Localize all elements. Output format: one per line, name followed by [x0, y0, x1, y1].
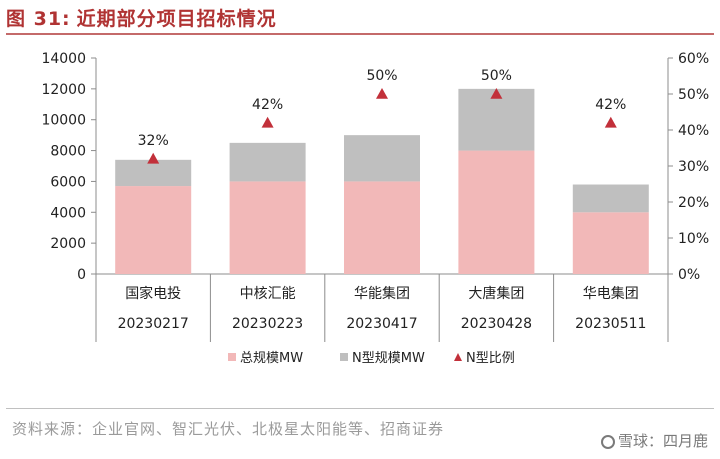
- y-left-tick-label: 12000: [41, 82, 86, 98]
- y-left-tick-label: 8000: [50, 144, 86, 160]
- y-right-tick-label: 50%: [678, 87, 709, 103]
- ratio-marker: [376, 88, 388, 99]
- bar-total-scale: [229, 181, 306, 274]
- category-label: 国家电投: [125, 285, 181, 302]
- watermark-text: 雪球：四月鹿: [617, 432, 708, 450]
- ratio-label: 50%: [481, 68, 512, 84]
- y-right-tick-label: 30%: [678, 159, 709, 175]
- bar-total-scale: [344, 181, 420, 274]
- category-label: 中核汇能: [240, 286, 296, 302]
- bar-ntype-scale: [115, 159, 192, 187]
- legend-label-ratio: N型比例: [466, 351, 515, 366]
- category-date-label: 20230217: [118, 316, 189, 332]
- y-right-tick-label: 40%: [678, 123, 709, 139]
- ratio-marker: [147, 152, 160, 164]
- category-date-label: 20230428: [461, 316, 532, 332]
- ratio-marker: [604, 116, 617, 128]
- ratio-label: 42%: [252, 97, 283, 113]
- ratio-label: 50%: [366, 68, 397, 84]
- category-label: 华电集团: [583, 285, 639, 302]
- source-note: 资料来源：企业官网、智汇光伏、北极星太阳能等、招商证券: [12, 420, 445, 438]
- category-date-label: 20230417: [346, 316, 417, 332]
- bar-total-scale: [115, 186, 192, 274]
- figure-title: 图 31: 近期部分项目招标情况: [6, 4, 277, 31]
- y-right-tick-label: 20%: [678, 195, 709, 211]
- figure-title-text: 近期部分项目招标情况: [76, 8, 277, 30]
- title-divider: [6, 33, 714, 35]
- bar-ntype-scale: [458, 88, 535, 151]
- y-left-tick-label: 0: [77, 267, 86, 283]
- category-date-label: 20230223: [232, 316, 303, 332]
- y-left-tick-label: 4000: [50, 205, 86, 221]
- legend-swatch-ntype: [340, 353, 348, 361]
- source-divider: [6, 408, 714, 409]
- bar-ntype-scale: [344, 135, 420, 182]
- watermark: 雪球：四月鹿: [600, 430, 708, 451]
- bar-ntype-scale: [229, 142, 306, 182]
- ratio-marker: [261, 116, 274, 128]
- legend-label-total: 总规模MW: [240, 351, 303, 366]
- snowball-logo-icon: [600, 435, 615, 449]
- y-right-tick-label: 10%: [678, 231, 709, 247]
- y-left-tick-label: 6000: [50, 174, 86, 190]
- y-right-tick-label: 60%: [678, 51, 709, 67]
- legend-marker-ratio: [454, 353, 462, 361]
- category-label: 大唐集团: [468, 285, 524, 302]
- bar-ntype-scale: [572, 184, 649, 213]
- y-left-tick-label: 10000: [41, 113, 86, 129]
- y-right-tick-label: 0%: [678, 267, 700, 283]
- y-left-tick-label: 14000: [41, 51, 86, 67]
- ratio-marker: [490, 88, 503, 99]
- category-label: 华能集团: [354, 285, 410, 302]
- ratio-label: 42%: [595, 97, 626, 113]
- chart: 0 2000 4000 6000 8000 10000 12000 14000 0% 10% 20%…: [41, 51, 709, 366]
- ratio-label: 32%: [138, 133, 169, 149]
- legend-label-ntype: N型规模MW: [352, 351, 425, 366]
- legend-swatch-total: [228, 353, 236, 361]
- bar-total-scale: [572, 212, 649, 274]
- category-date-label: 20230511: [575, 316, 646, 332]
- bar-total-scale: [458, 150, 535, 274]
- y-left-tick-label: 2000: [50, 236, 86, 252]
- figure-number: 图 31:: [6, 8, 71, 30]
